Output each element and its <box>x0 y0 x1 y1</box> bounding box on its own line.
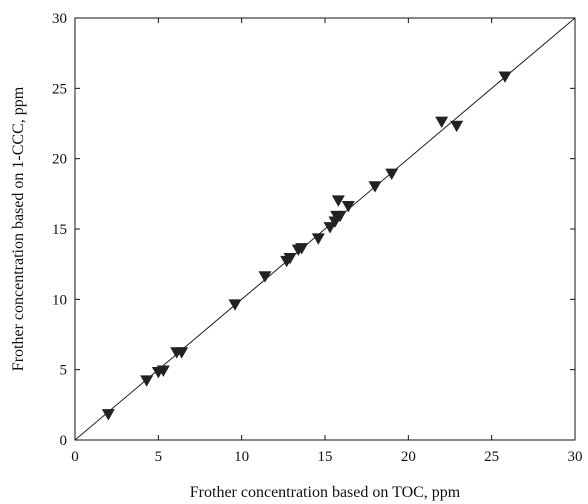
x-tick-label: 15 <box>318 449 333 465</box>
x-tick-label: 0 <box>71 449 79 465</box>
y-tick-label: 5 <box>60 363 68 379</box>
x-tick-label: 20 <box>401 449 416 465</box>
x-axis-ticks: 0 5 10 15 20 25 30 <box>71 18 583 465</box>
y-tick-label: 30 <box>52 11 67 27</box>
x-tick-label: 30 <box>568 449 583 465</box>
data-point <box>228 299 242 311</box>
x-tick-label: 5 <box>155 449 163 465</box>
data-point <box>323 222 337 234</box>
data-point <box>156 365 170 377</box>
y-axis-ticks: 0 5 10 15 20 25 30 <box>52 11 575 449</box>
data-point <box>333 210 347 223</box>
x-tick-label: 25 <box>484 449 499 465</box>
y-tick-label: 15 <box>52 222 67 238</box>
data-point <box>175 347 189 359</box>
y-tick-label: 10 <box>52 292 67 308</box>
data-point <box>435 116 449 128</box>
y-tick-label: 20 <box>52 152 67 168</box>
x-axis-label: Frother concentration based on TOC, ppm <box>190 484 461 501</box>
data-point <box>331 195 345 207</box>
data-points <box>101 71 512 421</box>
data-point <box>258 271 272 283</box>
data-point <box>450 120 464 133</box>
data-point <box>341 200 355 213</box>
y-axis-label: Frother concentration based on 1-CCC, pp… <box>10 86 27 371</box>
x-tick-label: 10 <box>234 449 249 465</box>
data-point <box>283 253 297 265</box>
data-point <box>311 233 325 245</box>
y-tick-label: 25 <box>52 81 67 97</box>
data-point <box>498 71 512 83</box>
y-tick-label: 0 <box>60 433 68 449</box>
data-point <box>295 243 309 255</box>
data-point <box>101 409 115 421</box>
data-point <box>140 375 154 387</box>
data-point <box>385 168 399 180</box>
data-point <box>368 181 382 193</box>
